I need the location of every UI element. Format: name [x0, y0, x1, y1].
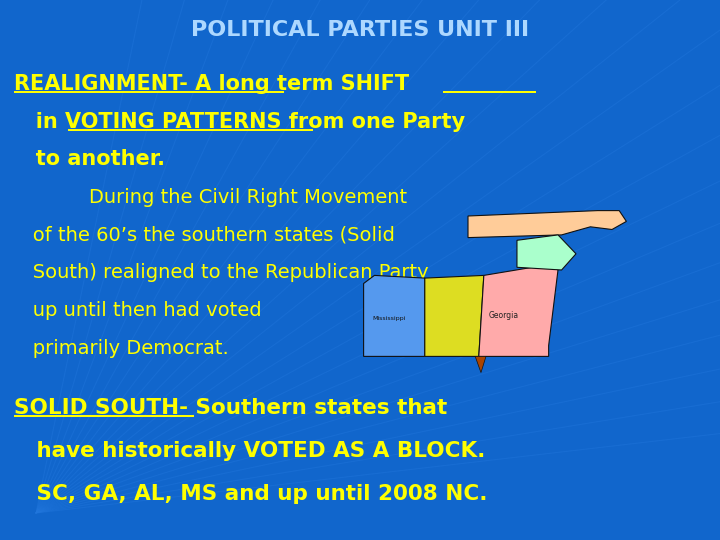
Text: POLITICAL PARTIES UNIT III: POLITICAL PARTIES UNIT III	[191, 19, 529, 40]
Text: Mississippi: Mississippi	[372, 316, 405, 321]
Text: in VOTING PATTERNS from one Party: in VOTING PATTERNS from one Party	[14, 111, 466, 132]
FancyBboxPatch shape	[14, 91, 284, 93]
Polygon shape	[517, 235, 576, 270]
Text: Georgia: Georgia	[489, 312, 519, 320]
FancyBboxPatch shape	[14, 415, 194, 417]
Text: During the Civil Right Movement: During the Civil Right Movement	[14, 187, 408, 207]
Polygon shape	[479, 265, 558, 356]
Text: South) realigned to the Republican Party: South) realigned to the Republican Party	[14, 263, 429, 282]
FancyBboxPatch shape	[68, 129, 313, 131]
Text: REALIGNMENT- A long term SHIFT: REALIGNMENT- A long term SHIFT	[14, 73, 410, 94]
Text: have historically VOTED AS A BLOCK.: have historically VOTED AS A BLOCK.	[14, 441, 486, 461]
Text: to another.: to another.	[14, 149, 166, 170]
Text: of the 60’s the southern states (Solid: of the 60’s the southern states (Solid	[14, 225, 395, 245]
Polygon shape	[468, 211, 626, 238]
Polygon shape	[364, 275, 425, 356]
Polygon shape	[475, 356, 486, 373]
FancyBboxPatch shape	[443, 91, 536, 93]
Polygon shape	[425, 275, 484, 356]
Text: primarily Democrat.: primarily Democrat.	[14, 339, 229, 358]
Text: SOLID SOUTH- Southern states that: SOLID SOUTH- Southern states that	[14, 397, 448, 418]
Text: SC, GA, AL, MS and up until 2008 NC.: SC, GA, AL, MS and up until 2008 NC.	[14, 484, 488, 504]
Text: up until then had voted: up until then had voted	[14, 301, 262, 320]
